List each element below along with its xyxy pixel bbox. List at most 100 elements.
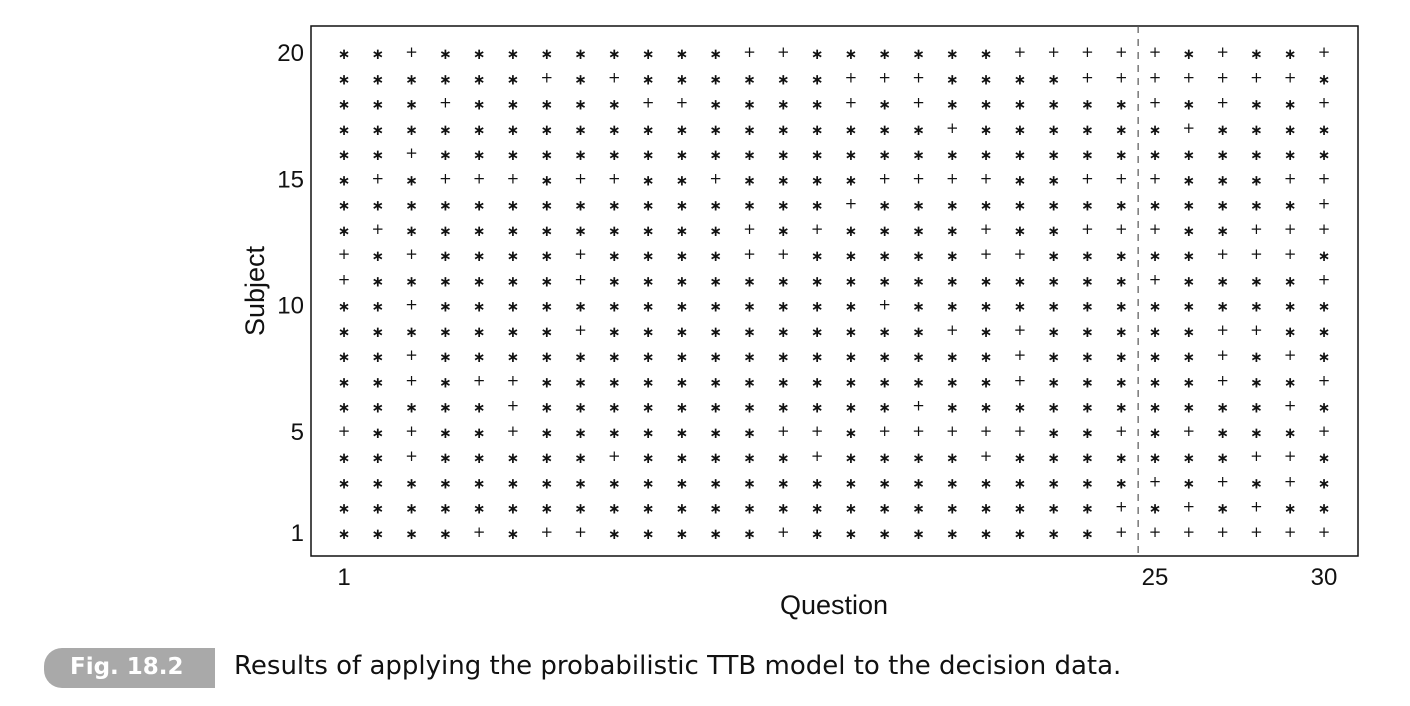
data-point-s10-q10: ∗ (642, 298, 655, 316)
data-point-s7-q1: ∗ (338, 373, 351, 391)
data-point-s10-q13: ∗ (743, 298, 756, 316)
data-point-s1-q20: ∗ (980, 525, 993, 543)
data-point-s11-q12: ∗ (709, 272, 722, 290)
data-point-s1-q16: ∗ (845, 525, 858, 543)
data-point-s5-q20: + (980, 422, 993, 440)
data-point-s2-q21: ∗ (1014, 500, 1027, 518)
data-point-s10-q11: ∗ (676, 298, 689, 316)
data-point-s10-q6: ∗ (507, 298, 520, 316)
plot-frame (310, 25, 1359, 557)
data-point-s15-q4: + (439, 169, 452, 187)
data-point-s9-q13: ∗ (743, 323, 756, 341)
data-point-s8-q16: ∗ (845, 348, 858, 366)
data-point-s11-q17: ∗ (878, 272, 891, 290)
data-point-s8-q11: ∗ (676, 348, 689, 366)
data-point-s8-q30: ∗ (1318, 348, 1331, 366)
data-point-s18-q20: ∗ (980, 96, 993, 114)
data-point-s11-q21: ∗ (1014, 272, 1027, 290)
data-point-s6-q27: ∗ (1216, 399, 1229, 417)
data-point-s12-q3: + (405, 245, 418, 263)
data-point-s5-q6: + (507, 422, 520, 440)
data-point-s17-q28: ∗ (1250, 121, 1263, 139)
data-point-s17-q17: ∗ (878, 121, 891, 139)
data-point-s13-q29: + (1284, 220, 1297, 238)
data-point-s4-q8: ∗ (574, 449, 587, 467)
data-point-s20-q28: ∗ (1250, 45, 1263, 63)
data-point-s17-q29: ∗ (1284, 121, 1297, 139)
data-point-s11-q18: ∗ (912, 272, 925, 290)
data-point-s9-q10: ∗ (642, 323, 655, 341)
data-point-s6-q13: ∗ (743, 399, 756, 417)
data-point-s18-q25: + (1149, 94, 1162, 112)
data-point-s10-q18: ∗ (912, 298, 925, 316)
data-point-s14-q15: ∗ (811, 197, 824, 215)
data-point-s6-q24: ∗ (1115, 399, 1128, 417)
data-point-s13-q24: + (1115, 220, 1128, 238)
data-point-s16-q8: ∗ (574, 146, 587, 164)
data-point-s2-q11: ∗ (676, 500, 689, 518)
data-point-s3-q16: ∗ (845, 474, 858, 492)
data-point-s10-q14: ∗ (777, 298, 790, 316)
data-point-s1-q12: ∗ (709, 525, 722, 543)
data-point-s13-q6: ∗ (507, 222, 520, 240)
data-point-s11-q20: ∗ (980, 272, 993, 290)
data-point-s2-q16: ∗ (845, 500, 858, 518)
data-point-s5-q4: ∗ (439, 424, 452, 442)
data-point-s15-q9: + (608, 169, 621, 187)
data-point-s14-q18: ∗ (912, 197, 925, 215)
data-point-s5-q16: ∗ (845, 424, 858, 442)
x-tick-label-1: 1 (337, 564, 350, 591)
data-point-s2-q12: ∗ (709, 500, 722, 518)
data-point-s16-q21: ∗ (1014, 146, 1027, 164)
data-point-s10-q8: ∗ (574, 298, 587, 316)
data-point-s11-q23: ∗ (1081, 272, 1094, 290)
data-point-s4-q17: ∗ (878, 449, 891, 467)
data-point-s11-q1: + (338, 270, 351, 288)
data-point-s20-q14: + (777, 43, 790, 61)
data-point-s8-q25: ∗ (1149, 348, 1162, 366)
data-point-s18-q11: + (676, 94, 689, 112)
data-point-s3-q12: ∗ (709, 474, 722, 492)
data-point-s19-q25: + (1149, 68, 1162, 86)
data-point-s17-q1: ∗ (338, 121, 351, 139)
data-point-s18-q4: + (439, 94, 452, 112)
data-point-s8-q5: ∗ (473, 348, 486, 366)
data-point-s20-q13: + (743, 43, 756, 61)
data-point-s8-q8: ∗ (574, 348, 587, 366)
data-point-s18-q23: ∗ (1081, 96, 1094, 114)
data-point-s10-q21: ∗ (1014, 298, 1027, 316)
data-point-s15-q1: ∗ (338, 171, 351, 189)
data-point-s7-q17: ∗ (878, 373, 891, 391)
data-point-s3-q25: + (1149, 472, 1162, 490)
data-point-s7-q23: ∗ (1081, 373, 1094, 391)
data-point-s9-q24: ∗ (1115, 323, 1128, 341)
data-point-s10-q16: ∗ (845, 298, 858, 316)
data-point-s6-q18: + (912, 397, 925, 415)
data-point-s20-q24: + (1115, 43, 1128, 61)
data-point-s13-q25: + (1149, 220, 1162, 238)
data-point-s4-q28: + (1250, 447, 1263, 465)
data-point-s7-q12: ∗ (709, 373, 722, 391)
data-point-s15-q15: ∗ (811, 171, 824, 189)
data-point-s14-q22: ∗ (1047, 197, 1060, 215)
data-point-s16-q14: ∗ (777, 146, 790, 164)
data-point-s17-q21: ∗ (1014, 121, 1027, 139)
data-point-s5-q17: + (878, 422, 891, 440)
data-point-s13-q30: + (1318, 220, 1331, 238)
data-point-s1-q22: ∗ (1047, 525, 1060, 543)
data-point-s11-q14: ∗ (777, 272, 790, 290)
data-point-s1-q3: ∗ (405, 525, 418, 543)
data-point-s12-q5: ∗ (473, 247, 486, 265)
data-point-s15-q14: ∗ (777, 171, 790, 189)
data-point-s18-q8: ∗ (574, 96, 587, 114)
data-point-s16-q2: ∗ (372, 146, 385, 164)
data-point-s5-q25: ∗ (1149, 424, 1162, 442)
y-tick-label-10: 10 (277, 293, 304, 320)
data-point-s4-q23: ∗ (1081, 449, 1094, 467)
data-point-s7-q16: ∗ (845, 373, 858, 391)
data-point-s13-q23: + (1081, 220, 1094, 238)
data-point-s9-q16: ∗ (845, 323, 858, 341)
data-point-s4-q3: + (405, 447, 418, 465)
data-point-s5-q26: + (1183, 422, 1196, 440)
data-point-s4-q26: ∗ (1183, 449, 1196, 467)
